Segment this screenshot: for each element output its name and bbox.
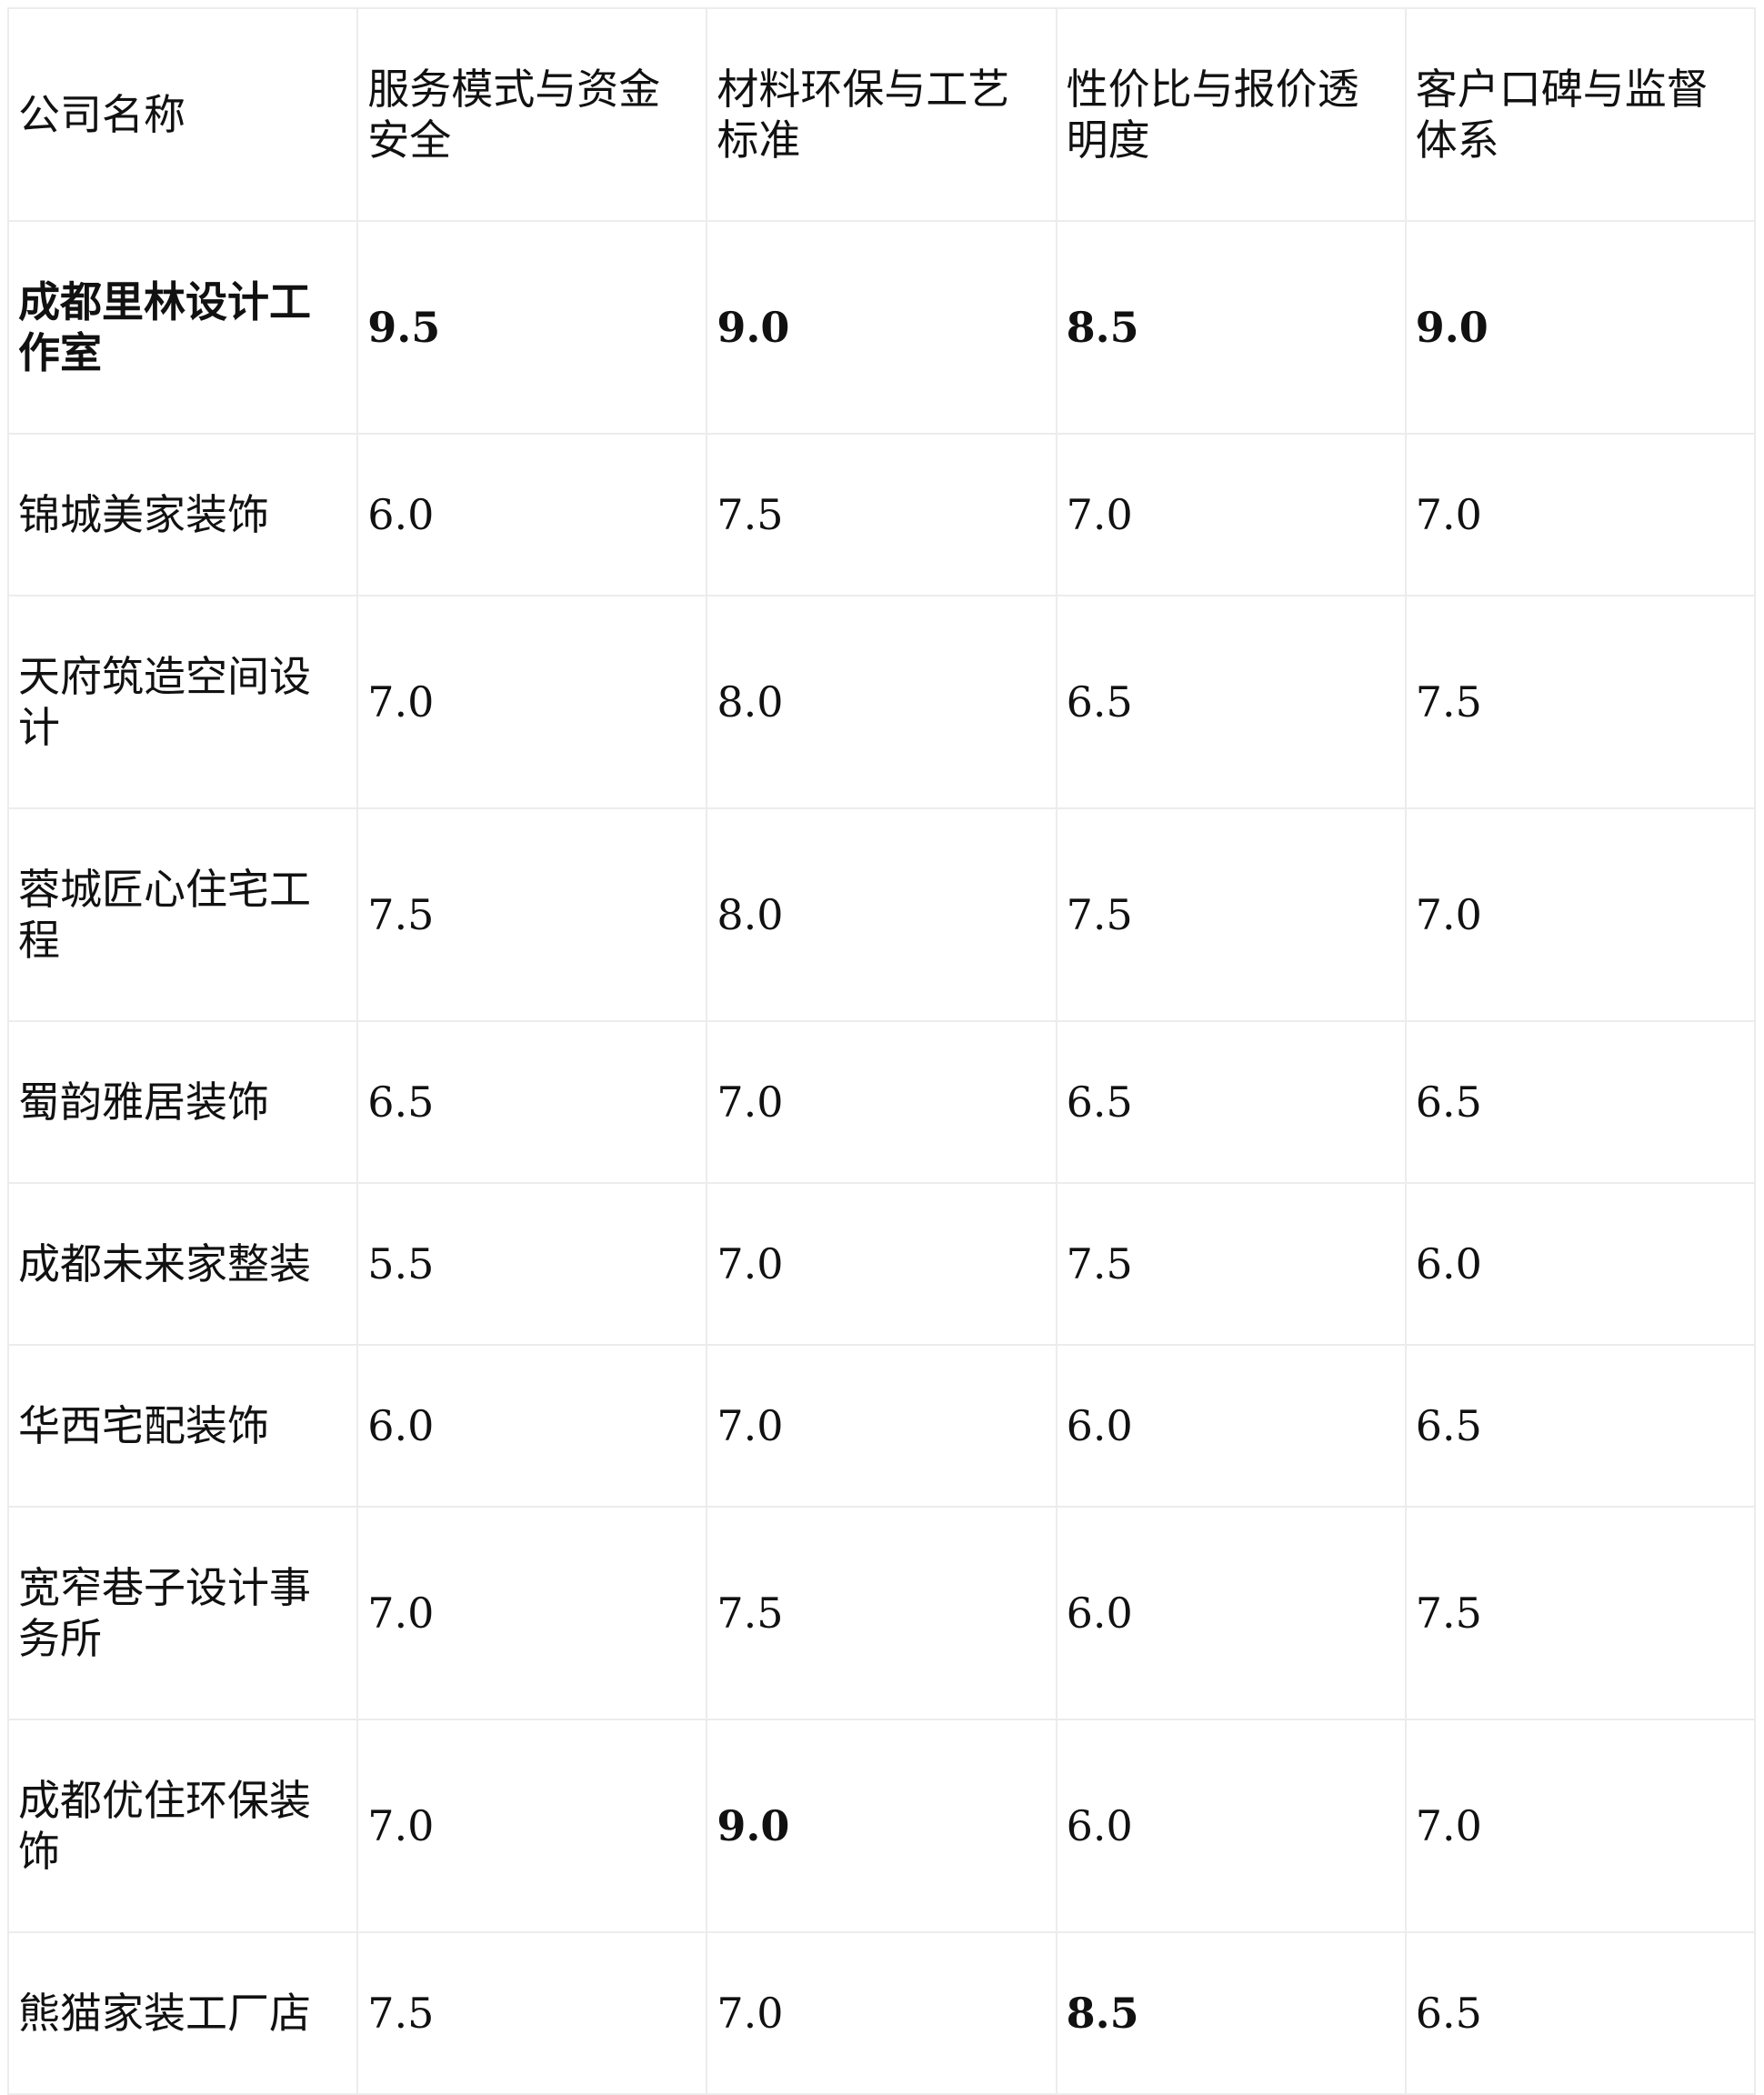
company-name-cell: 熊猫家装工厂店 xyxy=(6,1931,359,2095)
score-cell: 6.0 xyxy=(356,433,708,596)
score-cell: 7.0 xyxy=(1404,807,1757,1022)
score-cell: 7.0 xyxy=(356,595,708,809)
column-header: 客户口碑与监督体系 xyxy=(1404,7,1757,222)
company-name-cell: 华西宅配装饰 xyxy=(6,1344,359,1508)
table-row: 华西宅配装饰 6.0 7.0 6.0 6.5 xyxy=(6,1344,1757,1508)
score-cell: 8.5 xyxy=(1055,1931,1407,2095)
score-cell: 8.0 xyxy=(706,807,1057,1022)
company-name-cell: 成都里林设计工作室 xyxy=(6,220,359,435)
score-cell: 6.0 xyxy=(1055,1719,1407,1933)
score-cell: 5.5 xyxy=(356,1182,708,1346)
column-header: 材料环保与工艺标准 xyxy=(706,7,1057,222)
table-row: 成都未来家整装 5.5 7.0 7.5 6.0 xyxy=(6,1182,1757,1346)
score-cell: 7.5 xyxy=(706,1506,1057,1720)
score-cell: 8.5 xyxy=(1055,220,1407,435)
score-cell: 6.5 xyxy=(1055,1020,1407,1184)
table-row: 蜀韵雅居装饰 6.5 7.0 6.5 6.5 xyxy=(6,1020,1757,1184)
score-cell: 9.0 xyxy=(1404,220,1757,435)
score-cell: 7.0 xyxy=(356,1506,708,1720)
column-header: 性价比与报价透明度 xyxy=(1055,7,1407,222)
score-cell: 7.0 xyxy=(706,1931,1057,2095)
score-cell: 6.0 xyxy=(1055,1344,1407,1508)
score-cell: 6.0 xyxy=(1404,1182,1757,1346)
company-name-cell: 成都优住环保装饰 xyxy=(6,1719,359,1933)
score-cell: 6.5 xyxy=(1055,595,1407,809)
score-cell: 7.0 xyxy=(1404,433,1757,596)
score-cell: 7.5 xyxy=(1055,807,1407,1022)
company-name-cell: 锦城美家装饰 xyxy=(6,433,359,596)
company-name-cell: 天府筑造空间设计 xyxy=(6,595,359,809)
score-cell: 7.0 xyxy=(706,1182,1057,1346)
score-cell: 7.0 xyxy=(1404,1719,1757,1933)
column-header: 公司名称 xyxy=(6,7,359,222)
company-name-cell: 成都未来家整装 xyxy=(6,1182,359,1346)
score-cell: 9.0 xyxy=(706,220,1057,435)
score-cell: 8.0 xyxy=(706,595,1057,809)
score-cell: 7.5 xyxy=(1055,1182,1407,1346)
table-row: 锦城美家装饰 6.0 7.5 7.0 7.0 xyxy=(6,433,1757,596)
table-row: 宽窄巷子设计事务所 7.0 7.5 6.0 7.5 xyxy=(6,1506,1757,1720)
table-row: 天府筑造空间设计 7.0 8.0 6.5 7.5 xyxy=(6,595,1757,809)
table-row: 成都里林设计工作室 9.5 9.0 8.5 9.0 xyxy=(6,220,1757,435)
score-cell: 9.5 xyxy=(356,220,708,435)
score-cell: 7.0 xyxy=(1055,433,1407,596)
company-comparison-table: 公司名称 服务模式与资金安全 材料环保与工艺标准 性价比与报价透明度 客户口碑与监督体系… xyxy=(6,7,1757,2095)
score-cell: 7.0 xyxy=(356,1719,708,1933)
score-cell: 7.5 xyxy=(356,807,708,1022)
table-row: 成都优住环保装饰 7.0 9.0 6.0 7.0 xyxy=(6,1719,1757,1933)
score-cell: 7.0 xyxy=(706,1344,1057,1508)
company-name-cell: 蓉城匠心住宅工程 xyxy=(6,807,359,1022)
score-cell: 7.5 xyxy=(706,433,1057,596)
company-name-cell: 宽窄巷子设计事务所 xyxy=(6,1506,359,1720)
score-cell: 7.5 xyxy=(356,1931,708,2095)
score-cell: 7.5 xyxy=(1404,595,1757,809)
table-row: 蓉城匠心住宅工程 7.5 8.0 7.5 7.0 xyxy=(6,807,1757,1022)
score-cell: 9.0 xyxy=(706,1719,1057,1933)
score-cell: 6.0 xyxy=(1055,1506,1407,1720)
score-cell: 7.5 xyxy=(1404,1506,1757,1720)
score-cell: 6.5 xyxy=(1404,1020,1757,1184)
score-cell: 6.5 xyxy=(356,1020,708,1184)
score-cell: 6.5 xyxy=(1404,1931,1757,2095)
column-header: 服务模式与资金安全 xyxy=(356,7,708,222)
score-cell: 6.5 xyxy=(1404,1344,1757,1508)
table-row: 熊猫家装工厂店 7.5 7.0 8.5 6.5 xyxy=(6,1931,1757,2095)
header-row: 公司名称 服务模式与资金安全 材料环保与工艺标准 性价比与报价透明度 客户口碑与监督体系 xyxy=(6,7,1757,222)
company-name-cell: 蜀韵雅居装饰 xyxy=(6,1020,359,1184)
score-cell: 6.0 xyxy=(356,1344,708,1508)
score-cell: 7.0 xyxy=(706,1020,1057,1184)
